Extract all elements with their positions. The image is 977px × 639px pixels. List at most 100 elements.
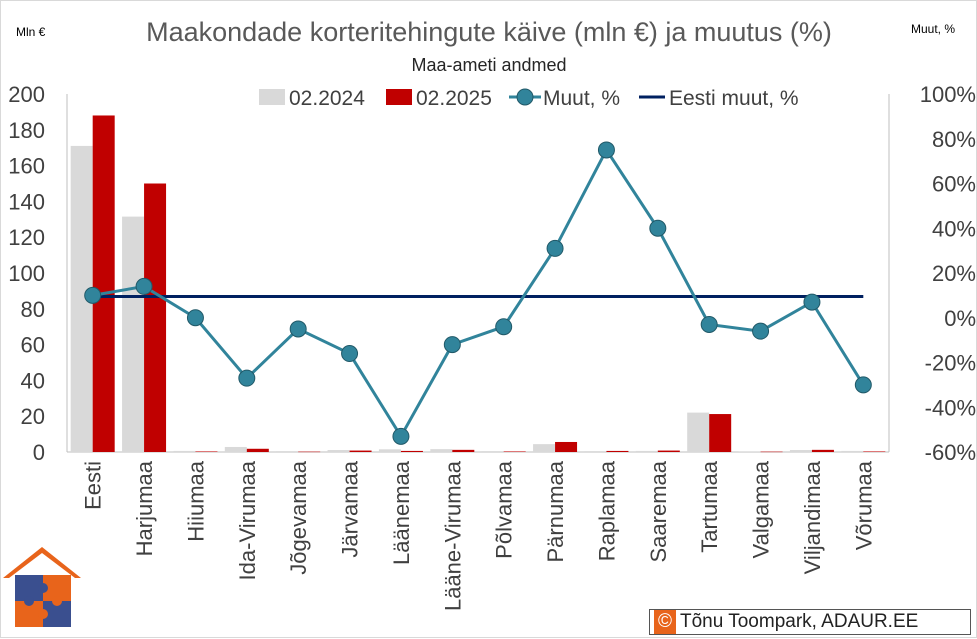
right-tick-label: 80%: [932, 127, 976, 152]
category-label: Ida-Virumaa: [235, 460, 260, 580]
bar-02.2024: [70, 145, 93, 452]
series-point-muut: [84, 286, 102, 304]
left-tick-label: 200: [8, 82, 45, 107]
logo-knob-3: [52, 596, 62, 606]
category-label: Tartumaa: [697, 460, 722, 552]
credit-text: Tõnu Toompark, ADAUR.EE: [680, 611, 919, 632]
series-point-muut: [700, 315, 718, 333]
bar-02.2024: [738, 451, 761, 452]
category-label: Hiiumaa: [183, 460, 208, 541]
right-tick-label: -20%: [925, 351, 976, 376]
left-tick-label: 180: [8, 118, 45, 143]
category-label: Eesti: [81, 461, 106, 510]
bar-02.2025: [452, 449, 475, 452]
bar-02.2024: [173, 450, 196, 452]
bar-02.2024: [481, 451, 504, 452]
series-point-muut: [238, 369, 256, 387]
right-tick-label: 40%: [932, 216, 976, 241]
chart-subtitle: Maa-ameti andmed: [411, 55, 566, 75]
left-tick-label: 120: [8, 225, 45, 250]
category-label: Harjumaa: [132, 460, 157, 556]
bar-02.2025: [246, 448, 269, 452]
bar-02.2025: [400, 450, 423, 452]
bar-02.2024: [276, 451, 299, 452]
line-series: [84, 141, 872, 445]
puzzle-house-logo: [3, 547, 81, 627]
series-line-muut: [92, 146, 865, 440]
left-tick-label: 20: [21, 404, 45, 429]
left-tick-label: 40: [21, 368, 45, 393]
series-point-muut: [341, 345, 359, 363]
left-tick-label: 60: [21, 333, 45, 358]
series-point-muut: [546, 239, 564, 257]
bar-02.2024: [327, 450, 350, 452]
legend-label-eesti-muut: Eesti muut, %: [669, 87, 799, 110]
series-point-muut: [803, 293, 821, 311]
chart-title: Maakondade korteritehingute käive (mln €…: [146, 17, 832, 47]
series-point-muut: [135, 277, 153, 295]
bar-02.2025: [144, 183, 167, 452]
bar-02.2025: [92, 115, 115, 452]
bar-02.2025: [811, 449, 834, 452]
bar-02.2025: [606, 450, 629, 452]
series-point-muut: [443, 336, 461, 354]
right-tick-labels: -60% -40% -20% 0% 20% 40% 60% 80% 100%: [920, 82, 976, 465]
category-label: Läänemaa: [389, 460, 414, 565]
right-tick-label: -60%: [925, 440, 976, 465]
right-tick-label: -40%: [925, 395, 976, 420]
category-label: Põlvamaa: [492, 460, 517, 559]
legend-label-muut: Muut, %: [543, 87, 620, 110]
legend-label-2024: 02.2024: [289, 87, 365, 110]
category-label: Valgamaa: [749, 460, 774, 558]
series-point-muut: [597, 141, 615, 159]
legend-swatch-2025: [386, 89, 412, 105]
series-point-muut: [392, 427, 410, 445]
right-tick-label: 0%: [944, 306, 976, 331]
bar-02.2024: [430, 449, 453, 452]
category-label: Viljandimaa: [800, 460, 825, 574]
legend-swatch-2024: [259, 89, 285, 105]
bar-02.2024: [687, 412, 710, 452]
legend-marker-muut: [516, 88, 534, 106]
category-label: Pärnumaa: [543, 460, 568, 562]
left-tick-labels: 0 20 40 60 80 100 120 140 160 180 200: [8, 82, 45, 465]
series-point-muut: [752, 322, 770, 340]
category-labels: Eesti Harjumaa Hiiumaa Ida-Virumaa Jõgevamaa…: [81, 460, 877, 611]
right-tick-label: 20%: [932, 261, 976, 286]
category-label: Lääne-Virumaa: [440, 460, 465, 611]
bar-02.2024: [533, 444, 556, 452]
bar-02.2025: [863, 451, 886, 452]
bar-02.2024: [584, 451, 607, 452]
series-point-muut: [495, 318, 513, 336]
bar-02.2025: [195, 451, 218, 452]
y-left-unit: Mln €: [16, 25, 46, 39]
left-tick-label: 80: [21, 297, 45, 322]
logo-knob-4: [38, 609, 48, 619]
bar-02.2025: [503, 451, 526, 452]
left-tick-label: 160: [8, 154, 45, 179]
series-point-muut: [289, 320, 307, 338]
legend: 02.2024 02.2025 Muut, % Eesti muut, %: [259, 87, 799, 110]
category-label: Jõgevamaa: [286, 460, 311, 575]
right-tick-label: 100%: [920, 82, 976, 107]
logo-roof: [3, 547, 81, 578]
bar-02.2024: [789, 450, 812, 452]
category-label: Järvamaa: [338, 460, 363, 557]
credit-box: © Tõnu Toompark, ADAUR.EE: [649, 609, 971, 635]
copyright-symbol: ©: [654, 610, 676, 634]
legend-label-2025: 02.2025: [416, 87, 492, 110]
category-label: Raplamaa: [594, 460, 619, 561]
category-label: Saaremaa: [646, 460, 671, 562]
series-point-muut: [854, 376, 872, 394]
bar-02.2025: [709, 414, 732, 452]
series-point-muut: [649, 219, 667, 237]
left-tick-label: 140: [8, 189, 45, 214]
bar-02.2025: [657, 450, 680, 452]
logo-knob-1: [38, 583, 48, 593]
left-tick-label: 0: [33, 440, 45, 465]
bar-02.2024: [224, 446, 247, 452]
right-tick-label: 60%: [932, 172, 976, 197]
bar-02.2024: [122, 216, 145, 452]
series-point-muut: [186, 309, 204, 327]
